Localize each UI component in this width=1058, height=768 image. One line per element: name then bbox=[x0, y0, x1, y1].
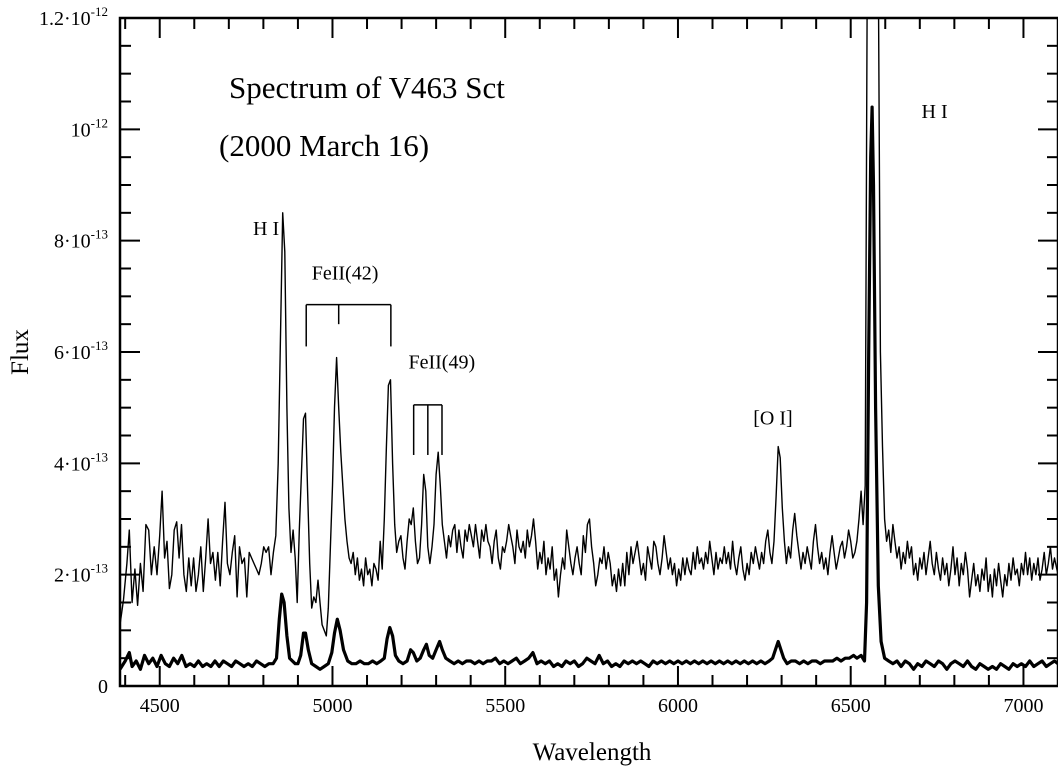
spectrum-series-thick bbox=[120, 105, 1058, 671]
annotation-oi: [O I] bbox=[753, 407, 792, 429]
tick-labels: 4500 5000 5500 6000 6500 7000 0 2·10-13 4·10-13 6… bbox=[39, 4, 1043, 717]
annotation-feii49: FeII(49) bbox=[408, 352, 475, 374]
y-axis-title: Flux bbox=[7, 329, 34, 375]
x-tick-label: 6000 bbox=[658, 695, 698, 717]
x-tick-label: 7000 bbox=[1003, 695, 1043, 717]
y-tick-label: 1.2·10-12 bbox=[39, 4, 108, 30]
x-tick-label: 5500 bbox=[485, 695, 525, 717]
y-tick-label: 10-12 bbox=[71, 115, 108, 141]
x-tick-label: 6500 bbox=[831, 695, 871, 717]
x-tick-label: 4500 bbox=[140, 695, 180, 717]
y-tick-label: 8·10-13 bbox=[54, 227, 108, 253]
plot-border bbox=[118, 16, 1058, 688]
annotations: H I FeII(42) FeII(49) [O I] H I bbox=[253, 101, 948, 429]
y-tick-label: 4·10-13 bbox=[54, 449, 108, 475]
annotation-hi-hbeta: H I bbox=[253, 218, 279, 240]
plot-frame bbox=[118, 16, 1058, 688]
annotation-hi-halpha: H I bbox=[922, 101, 948, 123]
y-tick-label: 0 bbox=[98, 676, 108, 698]
chart-title-line-2: (2000 March 16) bbox=[219, 128, 429, 163]
y-tick-label: 6·10-13 bbox=[54, 338, 108, 364]
axis-ticks bbox=[120, 17, 1058, 687]
annotation-feii42: FeII(42) bbox=[312, 263, 379, 285]
chart-title-line-1: Spectrum of V463 Sct bbox=[229, 70, 505, 105]
x-tick-label: 5000 bbox=[312, 695, 352, 717]
series-layer bbox=[120, 18, 1058, 671]
spectrum-series-thin bbox=[120, 18, 1058, 637]
y-tick-label: 2·10-13 bbox=[54, 561, 108, 587]
line-markers bbox=[305, 303, 443, 455]
x-axis-title: Wavelength bbox=[533, 739, 652, 766]
